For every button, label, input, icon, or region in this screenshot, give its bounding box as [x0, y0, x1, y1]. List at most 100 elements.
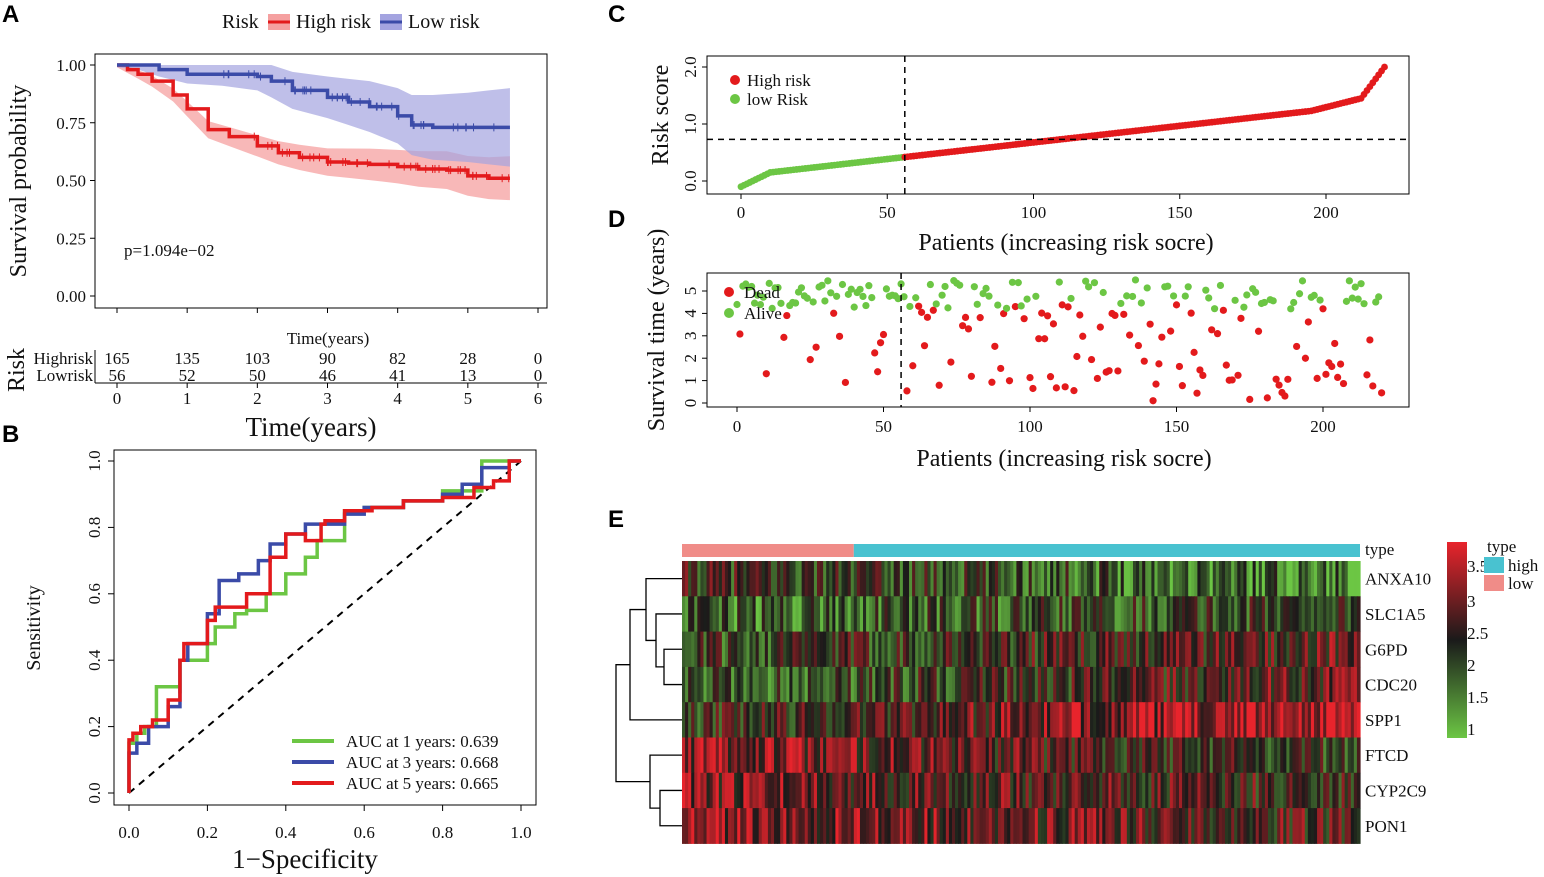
- heatmap-cell: [1175, 808, 1180, 844]
- heatmap-legend-low-swatch: [1484, 575, 1504, 591]
- heatmap-cell: [1050, 561, 1054, 597]
- heatmap-cell: [1142, 772, 1146, 809]
- heatmap-cell: [866, 666, 870, 703]
- heatmap-cell: [718, 737, 723, 774]
- heatmap-cell: [1056, 631, 1060, 668]
- km-legend-low-label: Low risk: [408, 11, 480, 33]
- heatmap-cell: [1172, 772, 1177, 809]
- heatmap-cell: [1264, 666, 1269, 703]
- heatmap-cell: [970, 808, 975, 844]
- heatmap-cell: [728, 737, 732, 774]
- heatmap-cell: [749, 666, 754, 703]
- heatmap-cell: [1016, 631, 1021, 668]
- heatmap-cell: [786, 666, 790, 703]
- surv-point-alive: [833, 292, 841, 300]
- km-y-label: Survival probability: [6, 85, 32, 278]
- heatmap-cell: [958, 772, 962, 809]
- heatmap-cell: [703, 561, 708, 597]
- heatmap-cell: [1283, 631, 1287, 668]
- heatmap-cell: [721, 666, 726, 703]
- heatmap-cell: [930, 561, 935, 597]
- heatmap-cell: [924, 737, 929, 774]
- heatmap-gene-label: CYP2C9: [1365, 781, 1426, 800]
- heatmap-cell: [1154, 666, 1159, 703]
- heatmap-cell: [1258, 702, 1263, 738]
- heatmap-cell: [881, 561, 886, 597]
- heatmap-cell: [1209, 596, 1214, 633]
- heatmap-cell: [1111, 702, 1116, 738]
- heatmap-cell: [1341, 808, 1346, 844]
- heatmap-cell: [1209, 772, 1214, 809]
- heatmap-cell: [887, 666, 892, 703]
- heatmap-cell: [1280, 596, 1284, 633]
- heatmap-cell: [728, 561, 732, 597]
- heatmap-gene-label: ANXA10: [1365, 570, 1431, 589]
- heatmap-cell: [1286, 702, 1291, 738]
- heatmap-cell: [1264, 631, 1269, 668]
- heatmap-cell: [838, 596, 843, 633]
- heatmap-cell: [967, 772, 971, 809]
- heatmap-cell: [1004, 808, 1008, 844]
- heatmap-cell: [838, 808, 843, 844]
- heatmap-cell: [1221, 561, 1226, 597]
- heatmap-cell: [1062, 737, 1067, 774]
- surv-point-alive: [1117, 299, 1125, 308]
- heatmap-cell: [884, 631, 889, 668]
- heatmap-cell: [1335, 561, 1340, 597]
- heatmap-cell: [1188, 808, 1192, 844]
- surv-point-dead: [1178, 382, 1186, 390]
- heatmap-cell: [866, 772, 870, 809]
- surv-point-alive: [982, 284, 990, 292]
- heatmap-cell: [1099, 666, 1103, 703]
- heatmap-cell: [1019, 666, 1024, 703]
- heatmap-cell: [1102, 596, 1106, 633]
- heatmap-cell: [841, 737, 846, 774]
- heatmap-cell: [1356, 702, 1361, 738]
- heatmap-cell: [927, 596, 932, 633]
- heatmap-cell: [1234, 737, 1238, 774]
- heatmap-cell: [881, 808, 886, 844]
- heatmap-cell: [909, 631, 913, 668]
- heatmap-cell: [875, 596, 879, 633]
- surv-point-alive: [838, 280, 847, 289]
- surv-point-alive: [1269, 297, 1277, 305]
- heatmap-cell: [973, 737, 978, 774]
- heatmap-cell: [1120, 737, 1125, 774]
- heatmap-cell: [1074, 808, 1079, 844]
- heatmap-cell: [798, 561, 803, 597]
- heatmap-cell: [1031, 666, 1036, 703]
- heatmap-cell: [976, 631, 981, 668]
- heatmap-cell: [1047, 808, 1051, 844]
- heatmap-cell: [804, 666, 809, 703]
- heatmap-cell: [1246, 737, 1251, 774]
- heatmap-cell: [774, 702, 778, 738]
- heatmap-cell: [942, 561, 947, 597]
- heatmap-cell: [688, 808, 692, 844]
- heatmap-cell: [1286, 631, 1291, 668]
- heatmap-cell: [1059, 561, 1064, 597]
- heatmap-cell: [985, 596, 990, 633]
- surv-point-alive: [1295, 290, 1304, 298]
- heatmap-cell: [1347, 631, 1352, 668]
- heatmap-cell: [902, 772, 907, 809]
- heatmap-cell: [795, 631, 800, 668]
- heatmap-legend-low-label: low: [1508, 574, 1534, 593]
- heatmap-cell: [930, 666, 935, 703]
- heatmap-cell: [1031, 808, 1036, 844]
- heatmap-cell: [1028, 666, 1033, 703]
- heatmap-cell: [770, 772, 775, 809]
- heatmap-cell: [1307, 772, 1312, 809]
- heatmap-cell: [712, 631, 717, 668]
- heatmap-cell: [1261, 666, 1266, 703]
- heatmap-cell: [893, 596, 898, 633]
- heatmap-cell: [780, 561, 784, 597]
- heatmap-cell: [1218, 772, 1223, 809]
- heatmap-cell: [1166, 561, 1171, 597]
- km-curve-low: [117, 63, 510, 130]
- heatmap-cell: [724, 702, 729, 738]
- km-ytick-label: 0.75: [56, 114, 86, 133]
- heatmap-cell: [958, 808, 962, 844]
- heatmap-cell: [770, 702, 775, 738]
- heatmap-cell: [899, 631, 904, 668]
- heatmap-cell: [807, 772, 812, 809]
